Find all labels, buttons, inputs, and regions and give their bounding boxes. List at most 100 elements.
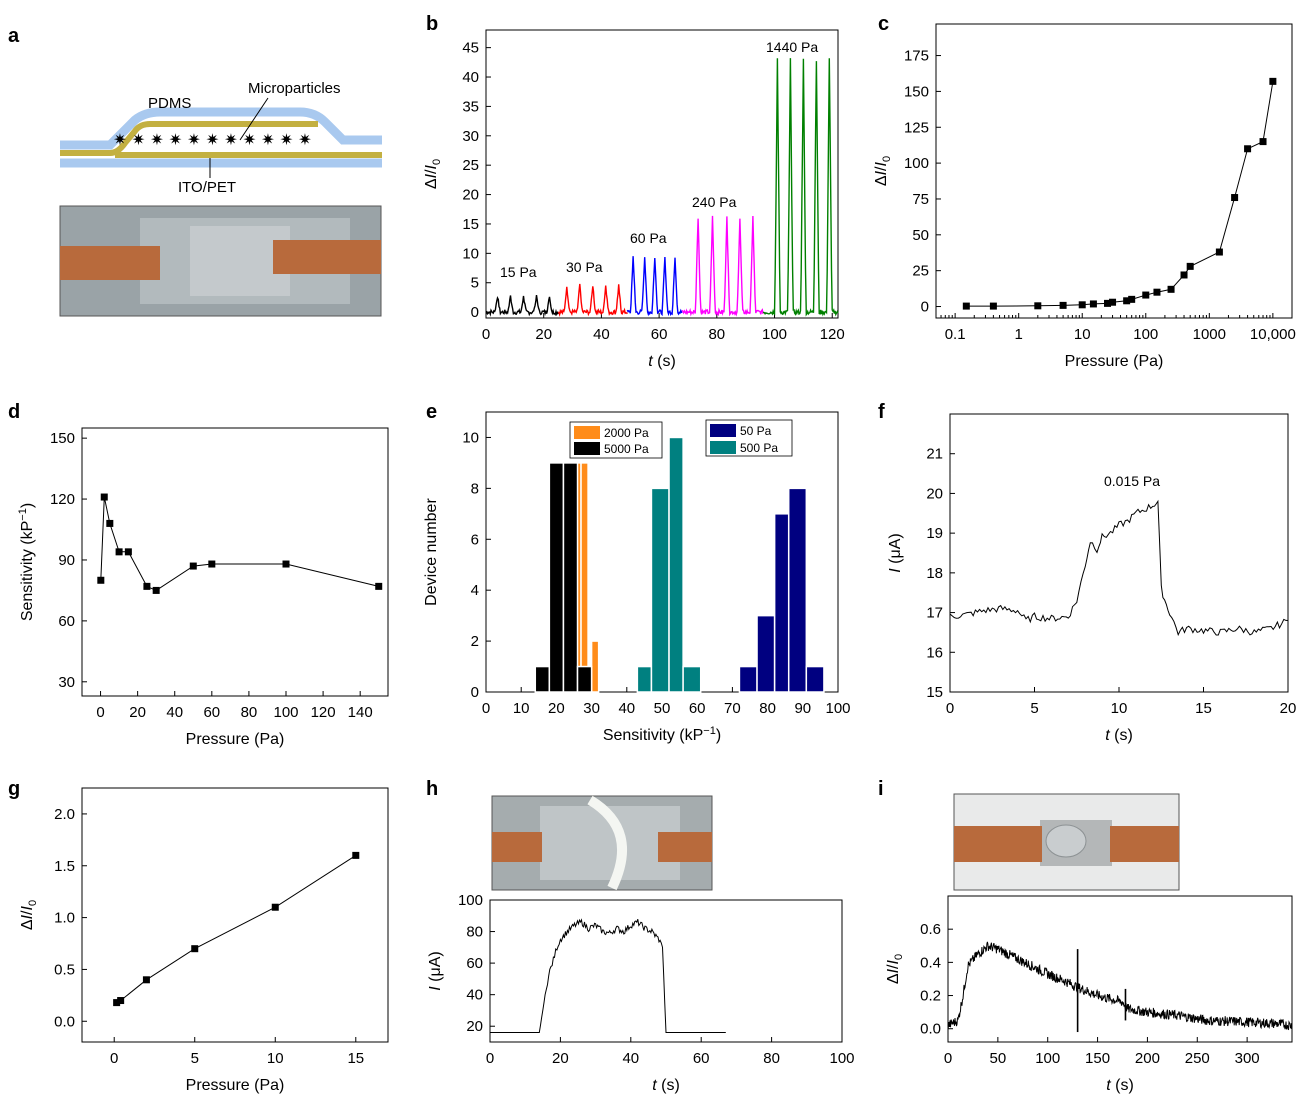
itopet-label: ITO/PET — [178, 179, 236, 196]
histogram-bar — [650, 487, 670, 693]
chart-panel-b: 0 20 40 60 80 100 120 0 5 10 15 20 25 30 35 40 45 t (s) ΔI… — [423, 29, 845, 370]
histogram-bar — [534, 665, 551, 693]
pressure-annotation: 15 Pa — [500, 264, 537, 280]
chart-panel-g: 0 5 10 15 0.0 0.5 1.0 1.5 2.0 Pressure (Pa) ΔI/I0 — [19, 787, 389, 1094]
data-point — [1269, 77, 1277, 85]
x-tick-label: 80 — [708, 326, 725, 343]
y-tick-label: 25 — [462, 157, 479, 174]
data-point — [106, 519, 114, 527]
data-point — [1259, 138, 1267, 146]
y-tick-label: 2.0 — [54, 806, 75, 823]
data-point — [1153, 288, 1161, 296]
x-axis-label: t (s) — [652, 1077, 680, 1094]
microparticles-pointer — [239, 97, 269, 141]
y-tick-label: 0 — [471, 684, 479, 701]
data-point — [191, 945, 199, 953]
chart-panel-c: 0.1 1 10 100 1000 10,000 0 25 50 75 100 125 150 175 Pr… — [873, 23, 1296, 370]
data-point — [1128, 295, 1136, 303]
device-photo-i — [953, 793, 1180, 891]
histogram-bar — [756, 614, 776, 693]
x-tick-label: 50 — [990, 1050, 1007, 1067]
chart-panel-i: 0 50 100 150 200 250 300 0.0 0.2 0.4 0.6 t (s) ΔI/I0 — [885, 895, 1293, 1094]
x-tick-label: 60 — [693, 1050, 710, 1067]
plot-frame — [949, 413, 1289, 693]
y-tick-label: 20 — [926, 485, 943, 502]
series-line — [116, 854, 357, 1004]
x-tick-label: 100 — [273, 704, 298, 721]
histogram-bar — [636, 665, 653, 693]
panel-label-b: b — [426, 13, 438, 35]
x-tick-label: 0 — [482, 700, 490, 717]
data-point — [1244, 145, 1252, 153]
y-tick-label: 2 — [471, 633, 479, 650]
x-tick-label: 100 — [1035, 1050, 1060, 1067]
histogram-bar — [787, 487, 808, 693]
legend-swatch — [574, 426, 600, 439]
microparticles-label: Microparticles — [248, 80, 341, 97]
x-tick-label: 20 — [535, 326, 552, 343]
x-tick-label: 20 — [548, 700, 565, 717]
microparticle-icon: ✷ — [132, 132, 145, 149]
microparticle-icon: ✷ — [150, 132, 163, 149]
panel-label-g: g — [8, 778, 20, 800]
data-point — [97, 576, 105, 584]
data-point — [1180, 271, 1188, 279]
x-tick-label: 100 — [1133, 326, 1158, 343]
plot-frame — [81, 787, 389, 1043]
plot-frame — [489, 899, 843, 1043]
panel-label-i: i — [878, 778, 884, 800]
legend-label: 2000 Pa — [604, 426, 649, 440]
device-photo-a — [59, 205, 382, 317]
x-tick-label: 140 — [348, 704, 373, 721]
y-tick-label: 10 — [462, 245, 479, 262]
microparticle-icon: ✷ — [280, 132, 293, 149]
plot-frame — [81, 427, 389, 697]
data-point — [1034, 302, 1042, 310]
x-tick-label: 80 — [241, 704, 258, 721]
pressure-annotation: 0.015 Pa — [1104, 473, 1160, 489]
legend-label: 5000 Pa — [604, 442, 649, 456]
legend-swatch — [710, 424, 736, 437]
x-axis-label: t (s) — [648, 353, 676, 370]
x-tick-label: 250 — [1185, 1050, 1210, 1067]
x-tick-label: 40 — [618, 700, 635, 717]
y-axis-label: ΔI/I0 — [19, 900, 39, 930]
x-tick-label: 90 — [794, 700, 811, 717]
y-tick-label: 40 — [462, 69, 479, 86]
x-tick-label: 100 — [762, 326, 787, 343]
y-tick-label: 20 — [462, 187, 479, 204]
histogram-bar — [562, 462, 579, 693]
x-tick-label: 5 — [191, 1050, 199, 1067]
y-tick-label: 15 — [462, 216, 479, 233]
histogram-bar — [580, 462, 589, 693]
microparticle-icon: ✷ — [298, 132, 311, 149]
y-tick-label: 0.0 — [54, 1013, 75, 1030]
panel-label-h: h — [426, 778, 438, 800]
legend-swatch — [710, 441, 736, 454]
x-tick-label: 60 — [689, 700, 706, 717]
x-tick-label: 10 — [1111, 700, 1128, 717]
x-axis-label: Pressure (Pa) — [186, 1077, 285, 1094]
x-tick-label: 30 — [583, 700, 600, 717]
x-tick-label: 0.1 — [945, 326, 966, 343]
device-photo-h — [491, 795, 713, 891]
series-line — [949, 499, 1289, 637]
plot-frame — [947, 895, 1293, 1043]
panel-label-e: e — [426, 401, 437, 423]
data-point — [352, 851, 360, 859]
y-tick-label: 17 — [926, 605, 943, 622]
x-axis-label: t (s) — [1106, 1077, 1134, 1094]
x-tick-label: 300 — [1235, 1050, 1260, 1067]
data-point — [1231, 194, 1239, 202]
y-tick-label: 100 — [904, 155, 929, 172]
x-tick-label: 1 — [1015, 326, 1023, 343]
y-tick-label: 175 — [904, 48, 929, 65]
legend-label: 50 Pa — [740, 424, 772, 438]
histogram-bar — [576, 665, 593, 693]
data-point — [124, 548, 132, 556]
data-point — [143, 582, 151, 590]
x-axis-label: Pressure (Pa) — [1065, 353, 1164, 370]
y-tick-label: 75 — [912, 191, 929, 208]
x-tick-label: 5 — [1030, 700, 1038, 717]
